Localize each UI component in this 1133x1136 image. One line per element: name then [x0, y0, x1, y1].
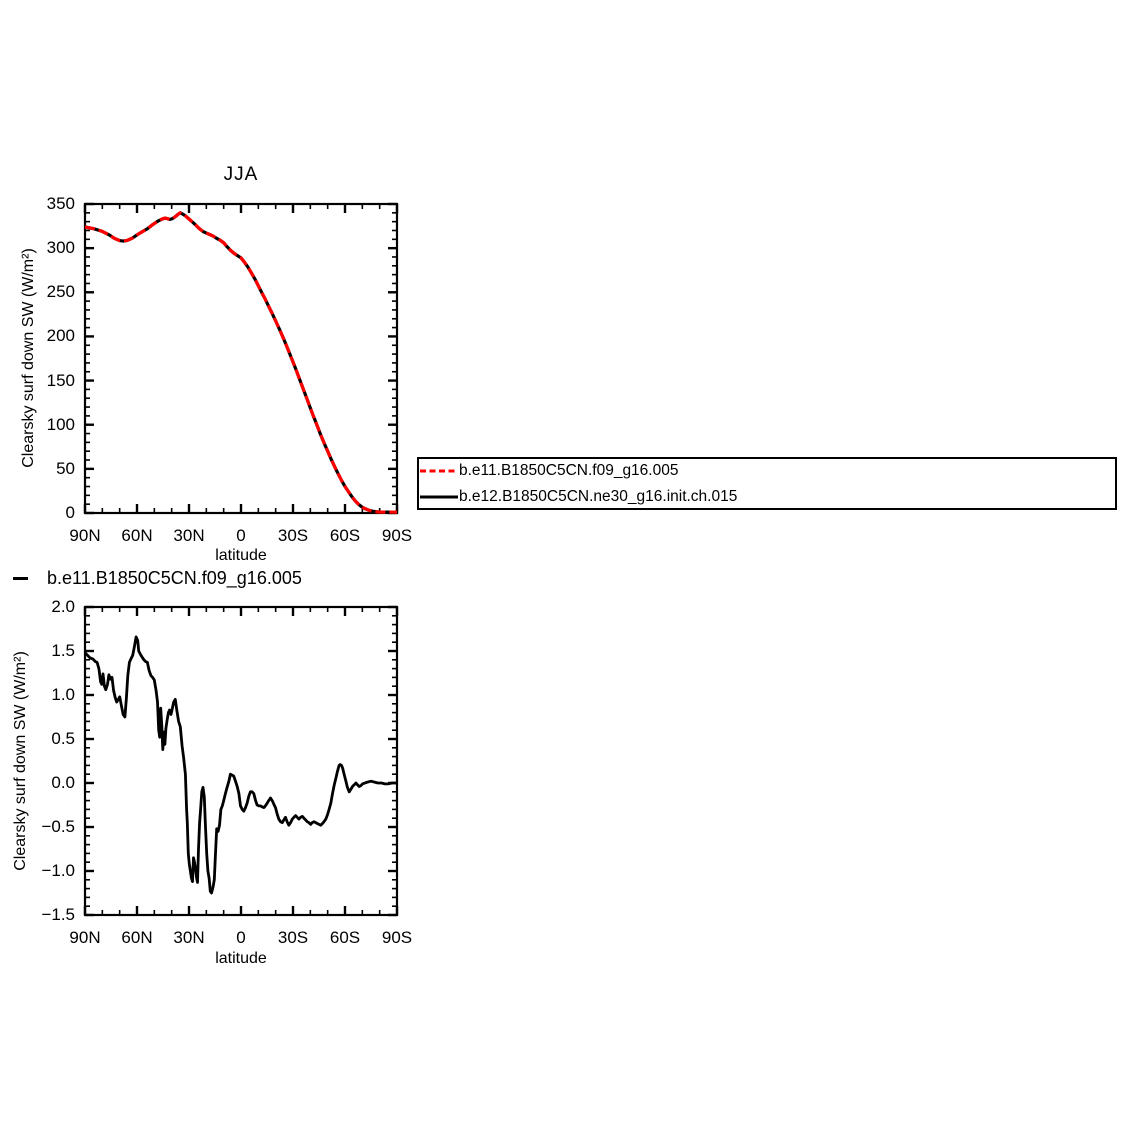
y-tick-label: 150	[46, 370, 75, 390]
mean-x-axis-label: latitude	[215, 547, 267, 564]
y-tick-label: 0	[65, 503, 75, 522]
y-tick-label: −1.5	[41, 905, 75, 924]
mean-chart-title: JJA	[223, 164, 259, 185]
y-tick-label: 0.5	[51, 729, 75, 748]
y-tick-label: 50	[56, 458, 75, 478]
x-tick-label: 30N	[173, 526, 205, 545]
y-tick-label: 1.0	[51, 685, 75, 704]
x-tick-label: 60S	[329, 928, 361, 947]
legend-box: b.e11.B1850C5CN.f09_g16.005 b.e12.B1850C…	[417, 457, 1117, 510]
y-tick-label: 350	[46, 194, 75, 213]
diff-x-axis-label: latitude	[215, 950, 267, 967]
black-solid-line-sample	[420, 495, 458, 498]
curve-difference	[84, 635, 397, 895]
y-tick-label: 250	[46, 282, 75, 302]
legend-entry-e12: b.e12.B1850C5CN.ne30_g16.init.ch.015	[419, 484, 1115, 510]
y-tick-label: −1.0	[41, 861, 75, 880]
legend-entry-e11-label: b.e11.B1850C5CN.f09_g16.005	[459, 461, 679, 479]
diff-chart-header: b.e11.B1850C5CN.f09_g16.005	[0, 566, 302, 590]
x-tick-label: 90S	[381, 526, 413, 545]
y-tick-label: 2.0	[51, 597, 75, 616]
x-tick-label: 0	[236, 526, 246, 545]
y-tick-label: 200	[46, 326, 75, 346]
x-tick-label: 60N	[121, 526, 153, 545]
y-tick-label: 0.0	[51, 773, 75, 792]
x-tick-label: 90N	[69, 928, 101, 947]
x-tick-label: 0	[236, 928, 246, 947]
legend-entry-e11: b.e11.B1850C5CN.f09_g16.005	[419, 458, 1115, 484]
x-tick-label: 30N	[173, 928, 205, 947]
mean-y-axis-label: Clearsky surf down SW (W/m²)	[20, 248, 37, 468]
x-tick-label: 90N	[69, 526, 101, 545]
y-tick-label: 1.5	[51, 641, 75, 660]
x-tick-label: 30S	[277, 928, 309, 947]
diff-header-label: b.e11.B1850C5CN.f09_g16.005	[47, 567, 302, 588]
curve-b.e11.B1850C5CN.f09_g16.005	[84, 211, 397, 514]
x-tick-label: 90S	[381, 928, 413, 947]
y-tick-label: 100	[46, 414, 75, 434]
legend-entry-e12-label: b.e12.B1850C5CN.ne30_g16.init.ch.015	[459, 487, 738, 505]
x-tick-label: 30S	[277, 526, 309, 545]
y-tick-label: −0.5	[41, 817, 75, 836]
diff-header-line-sample	[13, 576, 28, 580]
red-dashed-line-sample	[420, 469, 458, 472]
x-tick-label: 60N	[121, 928, 153, 947]
y-tick-label: 300	[46, 238, 75, 258]
x-tick-label: 60S	[329, 526, 361, 545]
